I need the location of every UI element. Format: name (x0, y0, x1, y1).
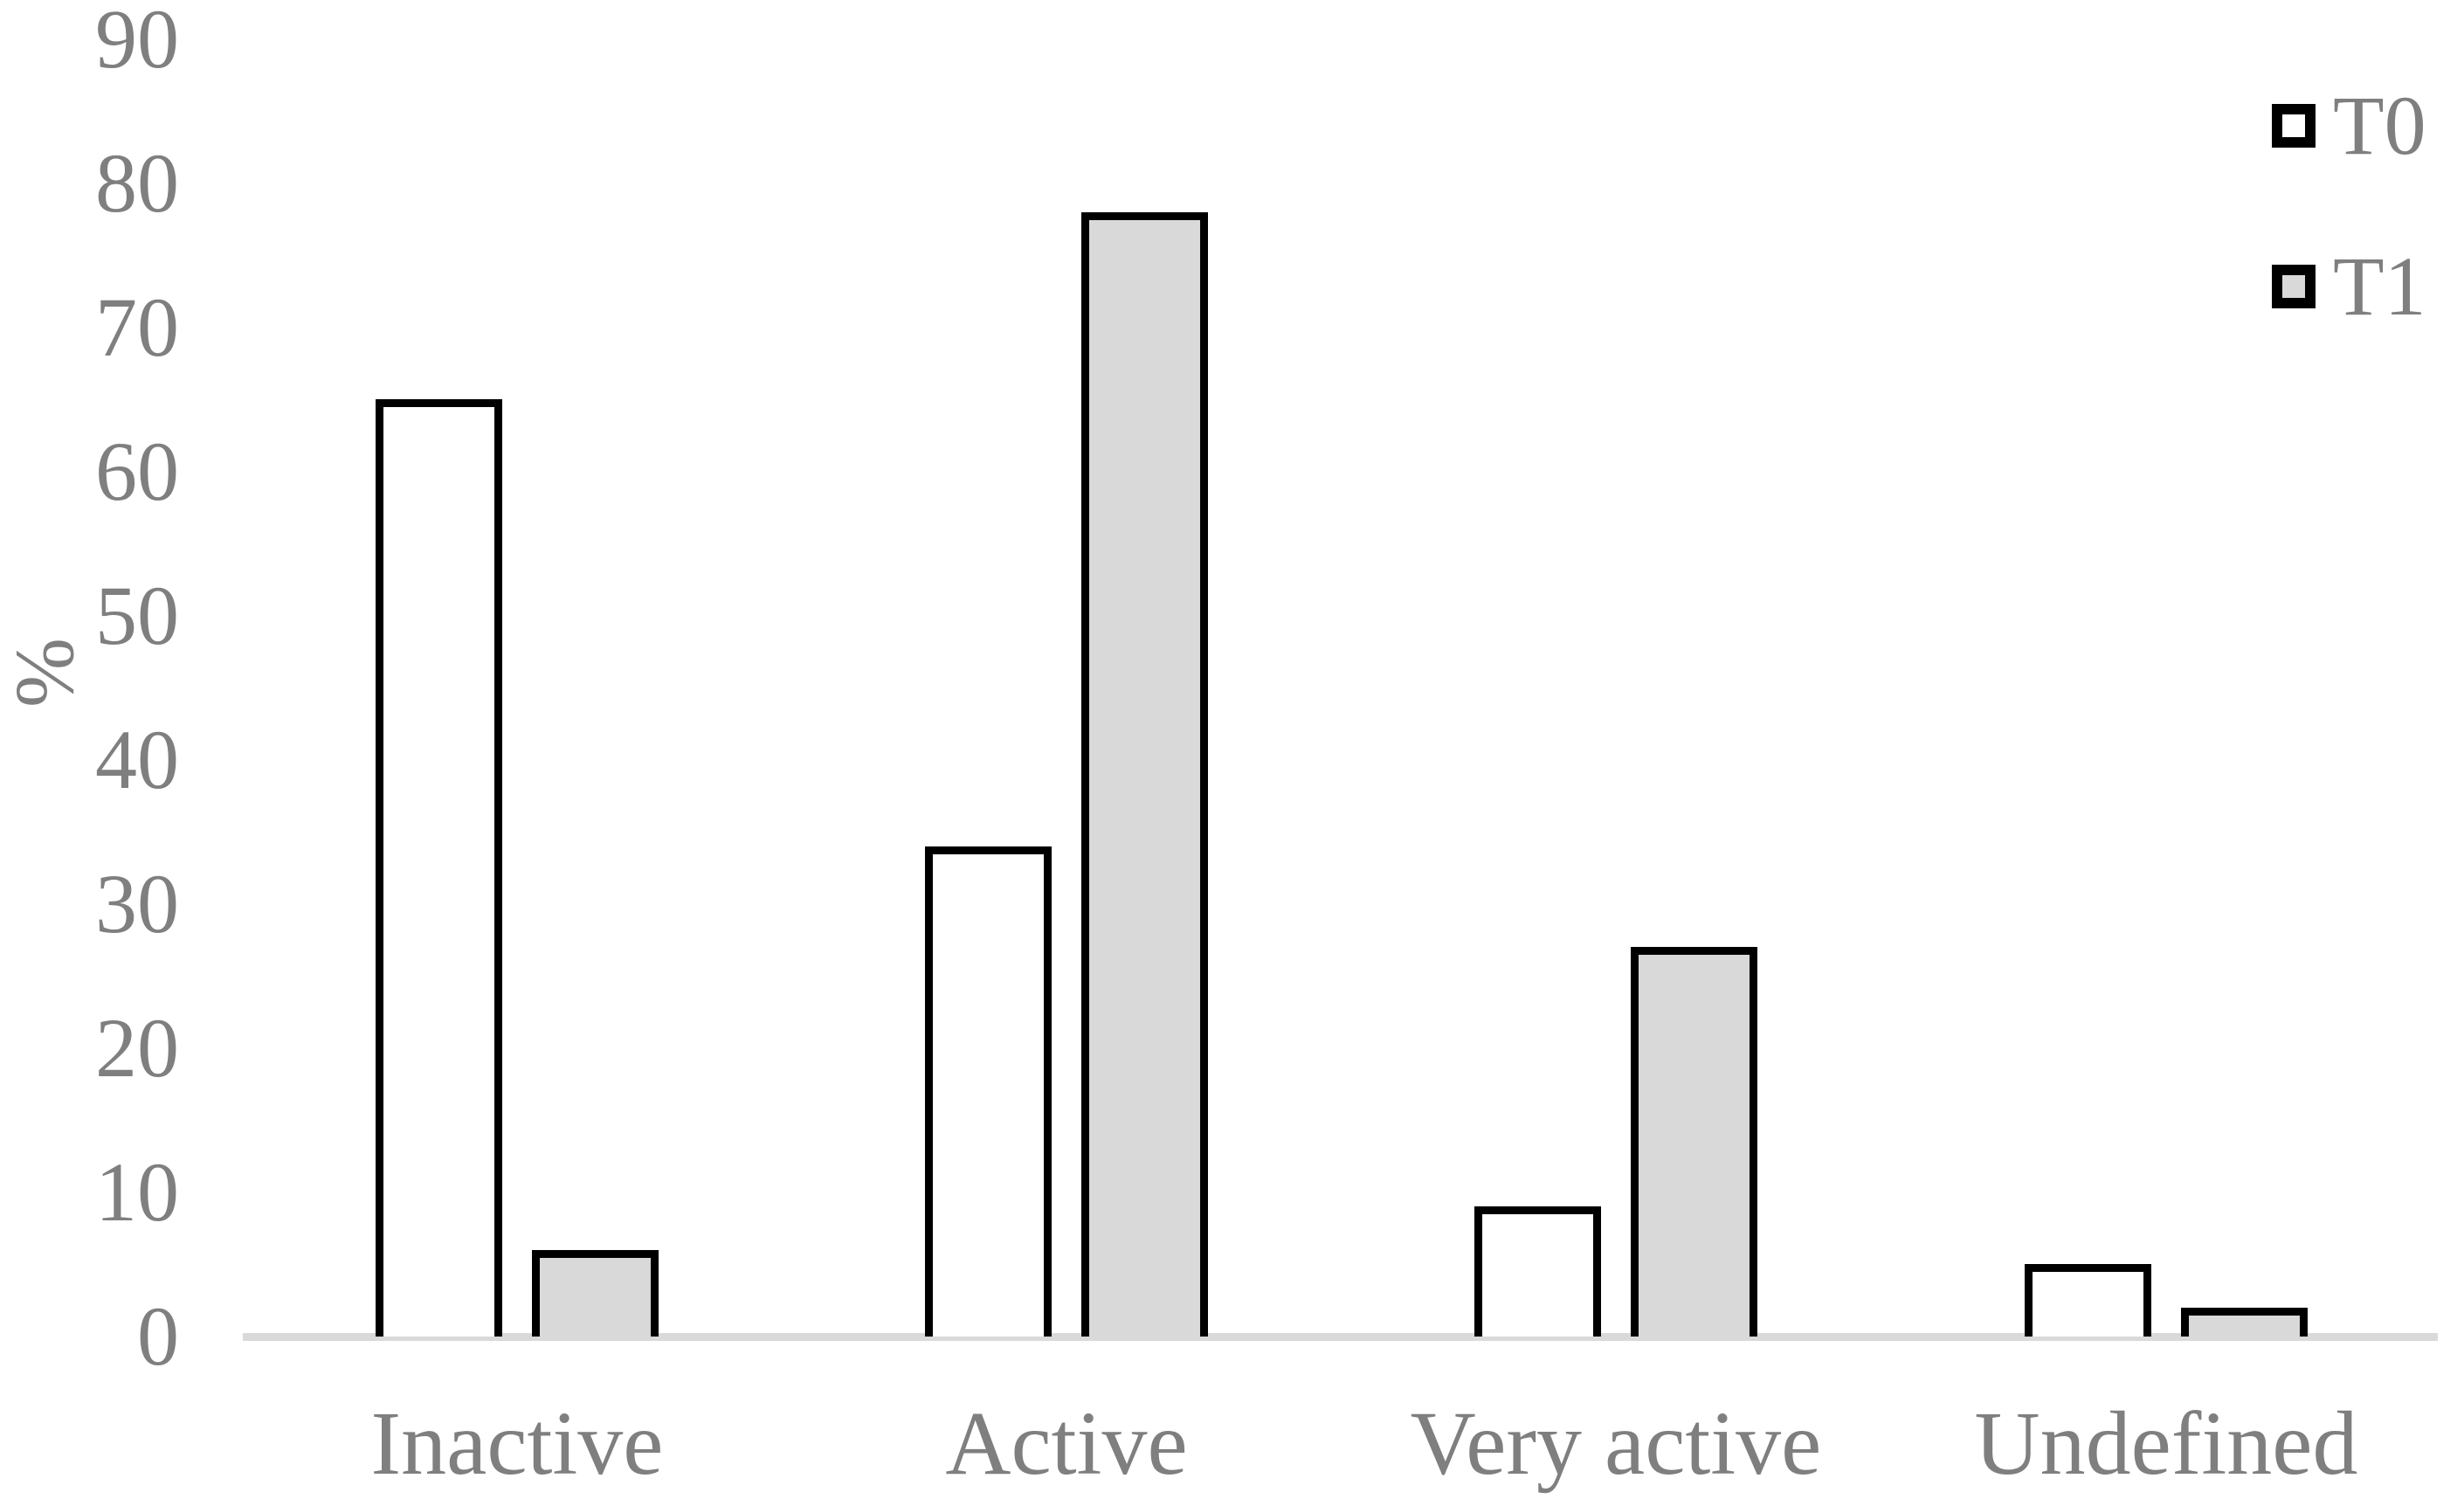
x-category-label-undefined: Undefined (1974, 1393, 2358, 1494)
y-tick-label-30: 30 (95, 857, 179, 950)
bar-t1-undefined (2181, 1308, 2308, 1337)
y-tick-label-80: 80 (95, 136, 179, 230)
y-tick-label-40: 40 (95, 713, 179, 806)
x-category-label-very-active: Very active (1410, 1393, 1822, 1494)
legend-label-t1: T1 (2333, 239, 2426, 333)
y-tick-label-0: 0 (137, 1289, 179, 1383)
legend-marker-t1-icon (2272, 265, 2316, 308)
y-tick-label-90: 90 (95, 0, 179, 86)
legend-item-t0: T0 (2272, 84, 2426, 168)
legend-marker-t0-icon (2272, 104, 2316, 148)
bar-t1-inactive (532, 1250, 659, 1337)
bar-t0-active (925, 846, 1052, 1337)
legend-item-t1: T1 (2272, 245, 2426, 328)
bar-t1-very-active (1631, 947, 1757, 1337)
bar-t0-very-active (1474, 1206, 1601, 1337)
x-category-label-inactive: Inactive (370, 1393, 664, 1494)
x-category-label-active: Active (945, 1393, 1188, 1494)
bar-t1-active (1081, 212, 1208, 1337)
legend-label-t0: T0 (2333, 79, 2426, 172)
bar-t0-undefined (2025, 1264, 2151, 1337)
y-tick-label-60: 60 (95, 425, 179, 518)
bar-t0-inactive (376, 399, 502, 1337)
y-tick-label-20: 20 (95, 1001, 179, 1095)
x-axis-line (243, 1333, 2438, 1341)
y-tick-label-50: 50 (95, 569, 179, 662)
legend: T0 T1 (2272, 84, 2426, 328)
y-tick-label-10: 10 (95, 1145, 179, 1239)
y-tick-label-70: 70 (95, 280, 179, 374)
